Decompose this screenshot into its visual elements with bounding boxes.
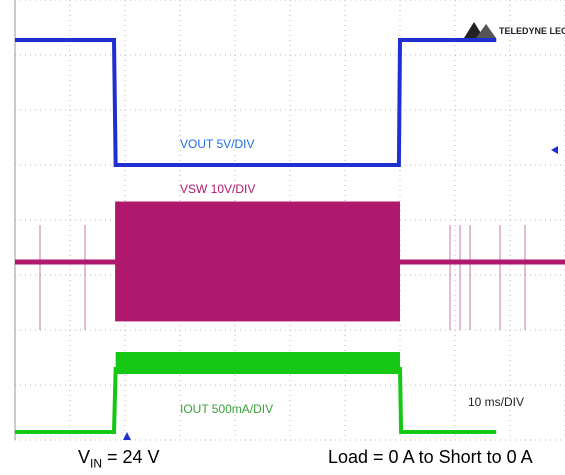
- timebase-label: 10 ms/DIV: [468, 395, 524, 409]
- vin-subscript: IN: [90, 456, 103, 471]
- trigger-marker-icon: [123, 432, 131, 440]
- traces: [15, 38, 565, 434]
- brand-name: TELEDYNE LECROY: [499, 26, 565, 36]
- vsw-switching-burst: [115, 201, 400, 322]
- vsw-label: VSW 10V/DIV: [180, 182, 255, 196]
- vin-value: = 24 V: [102, 447, 160, 467]
- channel-markers: [123, 146, 558, 440]
- teledyne-lecroy-logo: TELEDYNE LECROY: [464, 22, 565, 38]
- trigger-level-marker-icon: [551, 146, 558, 154]
- load-caption: Load = 0 A to Short to 0 A: [328, 447, 565, 468]
- load-text: Load = 0 A to Short to 0 A: [328, 447, 533, 467]
- trace-labels: VOUT 5V/DIV VSW 10V/DIV IOUT 500mA/DIV 1…: [180, 137, 524, 416]
- iout-ripple-band: [115, 352, 401, 374]
- teledyne-lecroy-logo-icon-accent: [476, 24, 496, 38]
- oscilloscope-plot: VOUT 5V/DIV VSW 10V/DIV IOUT 500mA/DIV 1…: [14, 0, 565, 441]
- vout-trace: [15, 38, 497, 167]
- vin-caption: VIN = 24 V: [78, 447, 160, 471]
- iout-label: IOUT 500mA/DIV: [180, 402, 273, 416]
- vout-label: VOUT 5V/DIV: [180, 137, 254, 151]
- iout-trace: [15, 367, 497, 434]
- vin-symbol: V: [78, 447, 91, 467]
